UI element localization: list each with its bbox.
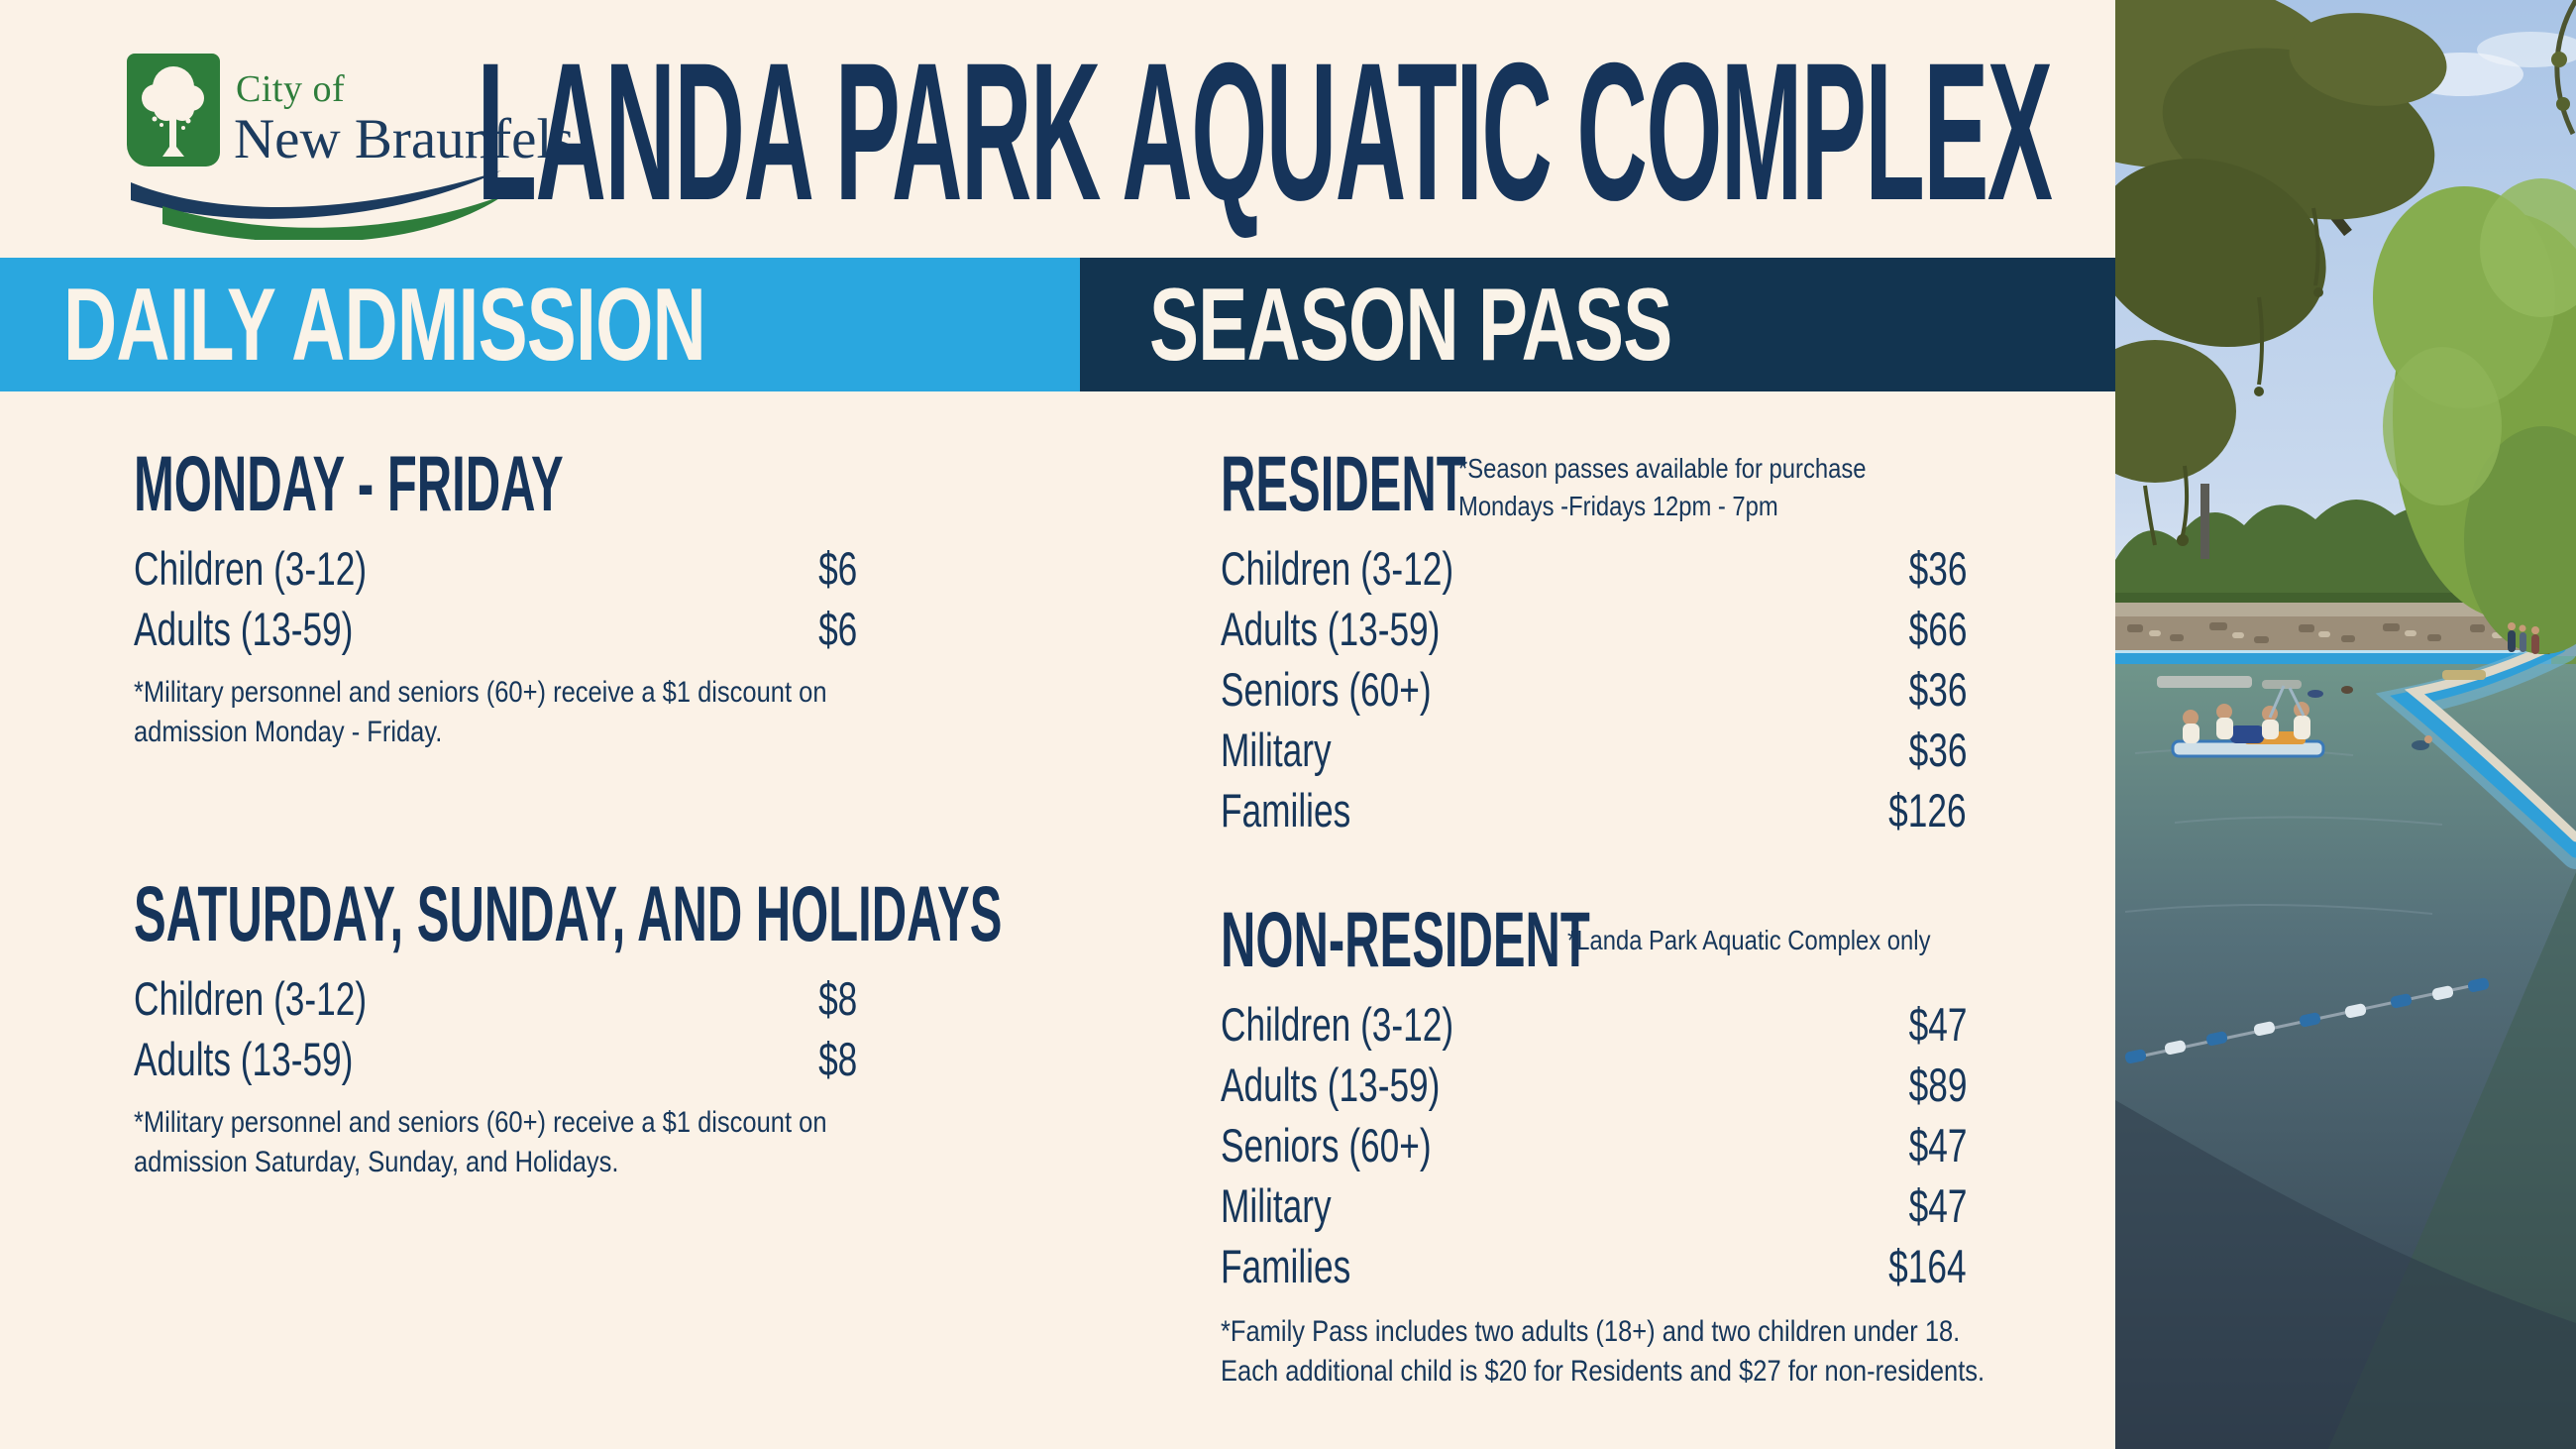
table-row: Families $126	[1221, 780, 1967, 840]
weekday-discount-note: *Military personnel and seniors (60+) re…	[134, 676, 827, 748]
logo-swoosh-icon	[131, 170, 505, 240]
table-row: Adults (13-59) $66	[1221, 599, 1967, 659]
row-price: $8	[817, 1033, 857, 1085]
page-title-text: LANDA PARK AQUATIC COMPLEX	[477, 22, 2052, 241]
left-canopy	[2115, 0, 2447, 546]
table-row: Children (3-12) $47	[1221, 994, 1967, 1055]
row-label: Seniors (60+)	[1221, 1119, 1432, 1171]
pool-photo-illustration	[2115, 0, 2576, 1449]
pool-photo	[2115, 0, 2576, 1449]
family-pass-note: *Family Pass includes two adults (18+) a…	[1221, 1315, 1986, 1388]
table-row: Seniors (60+) $47	[1221, 1115, 1967, 1175]
shore-people	[2508, 622, 2539, 654]
row-price: $164	[1888, 1240, 1967, 1292]
curved-pool-wall	[2375, 633, 2576, 869]
daily-admission-header-bar: DAILY ADMISSION	[0, 258, 1080, 391]
row-price: $89	[1908, 1059, 1967, 1111]
table-row: Children (3-12) $8	[134, 968, 857, 1029]
non-resident-location-note: *Landa Park Aquatic Complex only	[1567, 925, 1931, 955]
row-label: Children (3-12)	[1221, 998, 1454, 1051]
non-resident-price-list: Children (3-12) $47 Adults (13-59) $89 S…	[1221, 994, 1967, 1296]
weekday-price-list: Children (3-12) $6 Adults (13-59) $6	[134, 538, 857, 659]
city-of-new-braunfels-logo: City of New Braunfels	[127, 46, 574, 240]
weekday-pricing-section: MONDAY - FRIDAY Children (3-12) $6 Adult…	[134, 444, 857, 752]
resident-purchase-note: *Season passes available for purchase Mo…	[1458, 453, 1867, 521]
buoy-line	[2124, 977, 2490, 1064]
weekend-discount-note: *Military personnel and seniors (60+) re…	[134, 1106, 827, 1178]
row-price: $6	[817, 542, 857, 595]
row-price: $66	[1908, 603, 1967, 655]
non-resident-pricing-section: NON-RESIDENT *Landa Park Aquatic Complex…	[1221, 895, 1986, 1392]
daily-admission-label: DAILY ADMISSION	[63, 267, 706, 383]
water-dark-foreground	[2115, 1100, 2576, 1449]
table-row: Military $47	[1221, 1175, 1967, 1236]
tree-emblem-icon	[127, 54, 220, 167]
page-title: LANDA PARK AQUATIC COMPLEX	[477, 34, 2052, 230]
row-price: $126	[1888, 784, 1967, 836]
table-row: Seniors (60+) $36	[1221, 659, 1967, 720]
resident-pricing-section: RESIDENT *Season passes available for pu…	[1221, 444, 1967, 840]
row-price: $36	[1908, 663, 1967, 716]
corner-branch	[2551, 0, 2576, 136]
table-row: Families $164	[1221, 1236, 1967, 1296]
logo-city-of: City of	[236, 68, 346, 110]
weekend-price-list: Children (3-12) $8 Adults (13-59) $8	[134, 968, 857, 1089]
row-price: $47	[1908, 1119, 1967, 1171]
weekend-heading: SATURDAY, SUNDAY, AND HOLIDAYS	[134, 869, 1003, 957]
season-pass-label: SEASON PASS	[1149, 267, 1672, 383]
far-pool-edge	[2115, 650, 2551, 666]
row-label: Adults (13-59)	[1221, 1059, 1441, 1111]
row-label: Children (3-12)	[134, 972, 368, 1025]
paddle-raft	[2171, 685, 2325, 758]
resident-heading: RESIDENT	[1221, 439, 1466, 527]
row-price: $36	[1908, 542, 1967, 595]
row-label: Adults (13-59)	[134, 603, 354, 655]
smokestack	[2200, 484, 2209, 559]
table-row: Adults (13-59) $89	[1221, 1055, 1967, 1115]
row-price: $47	[1908, 998, 1967, 1051]
weekday-heading: MONDAY - FRIDAY	[134, 439, 564, 527]
right-tree	[2373, 178, 2576, 655]
row-price: $36	[1908, 724, 1967, 776]
row-label: Seniors (60+)	[1221, 663, 1432, 716]
floating-mats	[2157, 670, 2486, 689]
table-row: Children (3-12) $36	[1221, 538, 1967, 599]
tree-icon	[142, 66, 204, 157]
table-row: Military $36	[1221, 720, 1967, 780]
row-label: Children (3-12)	[1221, 542, 1454, 595]
table-row: Adults (13-59) $8	[134, 1029, 857, 1089]
rocky-shore	[2115, 603, 2576, 656]
row-label: Adults (13-59)	[1221, 603, 1441, 655]
swimmers	[2308, 686, 2432, 750]
row-price: $47	[1908, 1179, 1967, 1232]
row-label: Military	[1221, 724, 1332, 776]
weekend-pricing-section: SATURDAY, SUNDAY, AND HOLIDAYS Children …	[134, 869, 1003, 1182]
resident-price-list: Children (3-12) $36 Adults (13-59) $66 S…	[1221, 538, 1967, 840]
row-price: $8	[817, 972, 857, 1025]
logo-new-braunfels: New Braunfels	[234, 108, 575, 170]
table-row: Adults (13-59) $6	[134, 599, 857, 659]
row-label: Military	[1221, 1179, 1332, 1232]
row-price: $6	[817, 603, 857, 655]
row-label: Adults (13-59)	[134, 1033, 354, 1085]
season-pass-header-bar: SEASON PASS	[1080, 258, 2115, 391]
row-label: Children (3-12)	[134, 542, 368, 595]
table-row: Children (3-12) $6	[134, 538, 857, 599]
non-resident-heading: NON-RESIDENT	[1221, 895, 1590, 983]
row-label: Families	[1221, 784, 1351, 836]
row-label: Families	[1221, 1240, 1351, 1292]
